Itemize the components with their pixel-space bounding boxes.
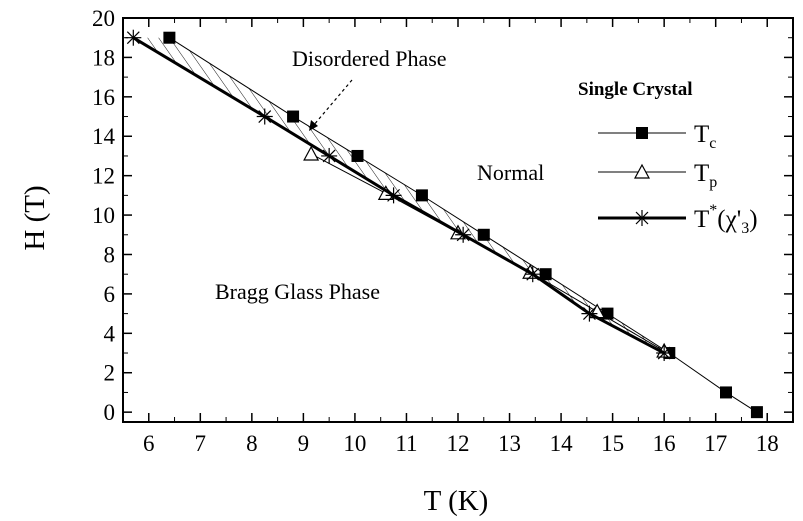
- y-tick-labels: 0 2 4 6 8 10 12 14 16 18 20: [92, 6, 116, 425]
- y-tick-label-6: 6: [104, 282, 116, 307]
- series-Tc: [163, 31, 763, 419]
- legend-label-tstar: T*(χ'3): [694, 202, 758, 237]
- point-tc: [601, 307, 614, 320]
- legend-label-tp-sub: p: [709, 174, 717, 191]
- y-tick-label-0: 0: [104, 400, 116, 425]
- legend-title: Single Crystal: [578, 79, 693, 100]
- legend-label-tp: Tp: [694, 160, 717, 191]
- point-tc: [477, 228, 490, 241]
- point-tstar: [455, 226, 472, 243]
- x-tick-label-14: 14: [550, 431, 574, 456]
- x-tick-label-11: 11: [395, 431, 417, 456]
- x-tick-label-18: 18: [756, 431, 779, 456]
- legend-label-tc-sub: c: [709, 135, 716, 152]
- point-tp: [303, 145, 320, 161]
- x-tick-label-8: 8: [246, 431, 258, 456]
- y-tick-label-18: 18: [92, 45, 115, 70]
- legend-label-tstar-sub: 3: [741, 220, 749, 237]
- legend-entry-tstar: T*(χ'3): [598, 202, 758, 237]
- y-axis-title: H (T): [19, 185, 51, 250]
- legend-label-tc-base: T: [694, 121, 709, 148]
- point-tstar: [656, 345, 673, 362]
- x-tick-label-13: 13: [498, 431, 521, 456]
- legend-label-tstar-base: T: [694, 206, 709, 233]
- legend-marker-tc: [636, 127, 648, 139]
- y-tick-label-12: 12: [92, 164, 115, 189]
- bragg-glass-phase-label: Bragg Glass Phase: [215, 279, 380, 304]
- point-tstar: [524, 266, 541, 283]
- disordered-phase-arrowhead: [309, 120, 318, 131]
- x-axis-title: T (K): [424, 485, 489, 517]
- x-tick-label-6: 6: [143, 431, 155, 456]
- point-tc: [287, 110, 300, 123]
- legend-entry-tc: Tc: [598, 121, 716, 152]
- point-tc: [720, 386, 732, 399]
- y-tick-label-8: 8: [104, 242, 116, 267]
- series-layer: [125, 29, 763, 419]
- x-tick-label-17: 17: [704, 431, 727, 456]
- point-tstar: [125, 29, 142, 46]
- legend-label-tstar-open: (χ': [717, 206, 741, 233]
- x-tick-label-16: 16: [653, 431, 676, 456]
- disordered-phase-arrow: [312, 79, 353, 127]
- x-tick-label-7: 7: [195, 431, 207, 456]
- point-tc: [415, 189, 428, 202]
- point-tc: [163, 31, 176, 44]
- x-tick-label-10: 10: [343, 431, 366, 456]
- point-tstar: [581, 305, 598, 322]
- x-tick-label-12: 12: [447, 431, 470, 456]
- legend-marker-tp: [633, 163, 651, 179]
- x-tick-label-9: 9: [298, 431, 310, 456]
- point-tc: [750, 406, 763, 419]
- y-tick-label-4: 4: [104, 321, 116, 346]
- y-tick-label-16: 16: [92, 85, 115, 110]
- disordered-phase-label: Disordered Phase: [292, 46, 447, 71]
- legend-label-tstar-sup: *: [709, 202, 717, 219]
- legend-label-tp-base: T: [694, 160, 709, 187]
- legend-marker-tstar: [634, 210, 650, 226]
- series-line-Tstar: [132, 36, 665, 355]
- x-tick-labels: 6 7 8 9 10 11 12 13 14 15 16 17 18: [143, 431, 779, 456]
- series-Tstar: [125, 29, 673, 362]
- point-tc: [351, 149, 364, 162]
- point-tstar: [321, 147, 338, 164]
- axis-ticks: [123, 17, 793, 422]
- legend-label-tc: Tc: [694, 121, 716, 152]
- point-tstar: [256, 108, 273, 125]
- point-tstar: [385, 187, 402, 204]
- series-line-Tc: [169, 37, 758, 413]
- point-tc: [539, 268, 552, 281]
- y-tick-label-10: 10: [92, 203, 115, 228]
- x-tick-label-15: 15: [601, 431, 624, 456]
- annotation-disordered: Disordered Phase: [292, 46, 447, 131]
- y-tick-label-2: 2: [104, 361, 116, 386]
- normal-phase-label: Normal: [477, 160, 544, 185]
- legend: Single Crystal Tc Tp T*(χ'3): [578, 79, 758, 237]
- legend-label-tstar-close: ): [749, 206, 757, 233]
- legend-entry-tp: Tp: [598, 160, 717, 191]
- y-tick-label-14: 14: [92, 124, 116, 149]
- y-tick-label-20: 20: [92, 6, 115, 31]
